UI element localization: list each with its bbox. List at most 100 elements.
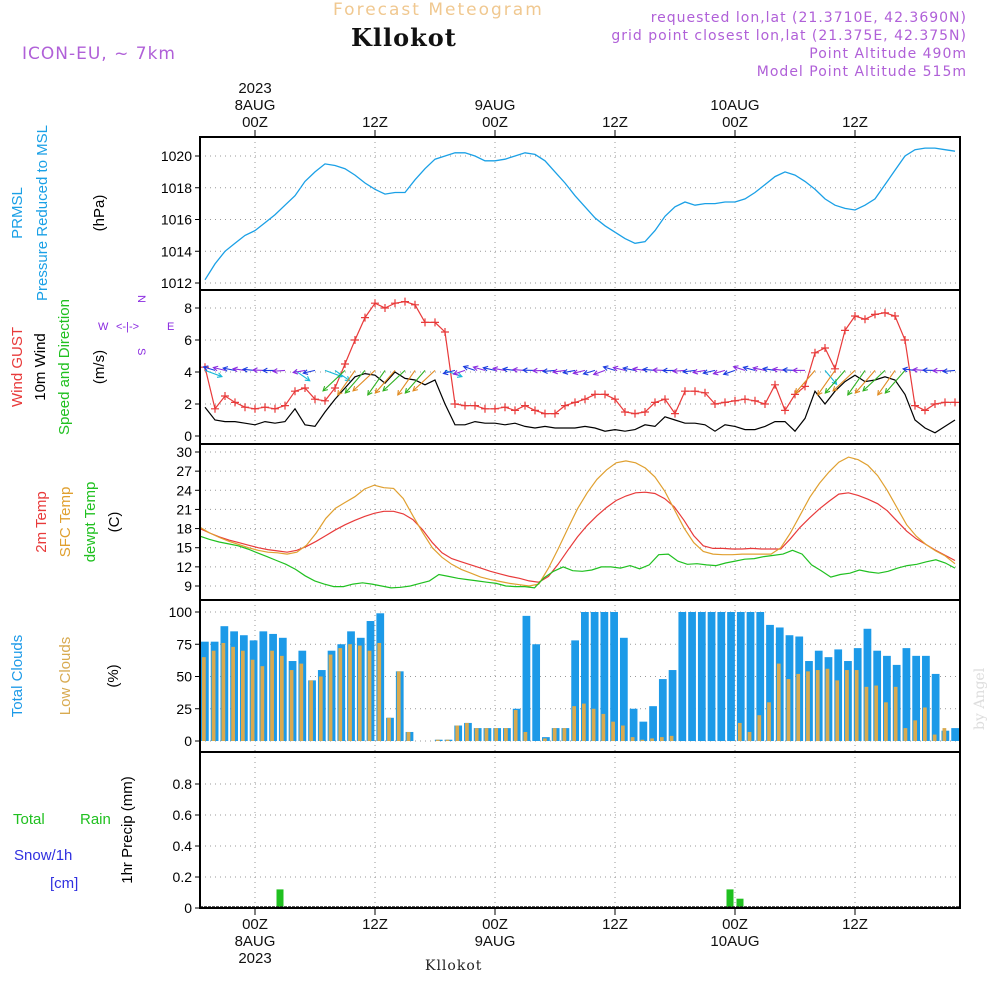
wind-arrow-head (817, 389, 823, 396)
temp-2m-label: 2m Temp (33, 491, 50, 552)
low-clouds-bar (913, 720, 918, 741)
pressure-label-long: Pressure Reduced to MSL (34, 125, 51, 301)
wind-10m-label: 10m Wind (32, 333, 49, 401)
y-tick-label: 24 (176, 482, 192, 498)
wind-direction-arrow (322, 369, 346, 392)
time-axis-label-bottom: 12Z (842, 916, 868, 933)
low-clouds-bar (572, 706, 576, 741)
total-clouds-bar (610, 612, 618, 741)
wind-arrow-head (612, 365, 619, 372)
gust-marker (901, 336, 909, 344)
wind-arrow-head (302, 369, 309, 375)
time-axis-label-top: 12Z (602, 114, 628, 131)
wind-direction-arrow (443, 369, 456, 375)
total-clouds-bar (902, 648, 911, 741)
gust-marker (721, 398, 729, 407)
wind-direction-arrow (593, 369, 606, 376)
wind-arrow-head (762, 366, 769, 373)
wind-arrow-head (631, 366, 638, 373)
low-clouds-bar (815, 670, 820, 741)
wind-direction-arrow (672, 369, 686, 372)
gust-marker (441, 328, 449, 336)
gust-marker (791, 390, 799, 399)
low-clouds-bar (338, 648, 343, 741)
wind-arrow-head (911, 366, 918, 373)
wind-direction-arrow (623, 367, 636, 371)
wind-arrow-head (931, 367, 938, 374)
precip-snow-label: Snow/1h (14, 847, 72, 864)
compass-west: W (98, 321, 109, 333)
wind-gust-label: Wind GUST (9, 327, 26, 407)
gust-marker (691, 387, 699, 396)
gust-marker (761, 400, 769, 408)
gust-marker (831, 364, 839, 373)
gust-marker (751, 396, 759, 405)
wind-arrow-head (771, 366, 778, 373)
gust-marker (381, 304, 389, 312)
gust-marker (461, 401, 469, 410)
gust-marker (211, 404, 219, 413)
wind-direction-arrow (344, 370, 366, 394)
gust-marker (331, 384, 339, 392)
gust-marker (681, 387, 689, 396)
wind-arrow-head (732, 365, 739, 371)
compass-north: N (135, 295, 147, 303)
gust-marker (591, 390, 599, 399)
wind-direction-arrow (382, 369, 406, 392)
y-tick-label: 0.6 (173, 807, 193, 823)
gust-marker (451, 400, 459, 408)
pressure-unit: (hPa) (91, 195, 108, 232)
precip-total-label: Total (13, 811, 45, 828)
gust-marker (611, 395, 619, 404)
low-clouds-bar (903, 728, 908, 741)
gust-marker (481, 404, 489, 413)
wind-direction-arrow (204, 369, 223, 378)
wind-arrow-head (452, 370, 459, 376)
gust-marker (251, 404, 259, 413)
wind-direction-arrow (483, 367, 496, 371)
low-clouds-label: Low Clouds (57, 637, 74, 715)
total-clouds-bar (639, 721, 648, 741)
wind-arrow-head (531, 367, 538, 374)
gust-marker (551, 409, 559, 418)
gust-marker (291, 387, 299, 396)
wind-gust-line (204, 300, 955, 415)
time-axis-label-bottom: 00Z (242, 916, 268, 933)
y-tick-label: 8 (184, 300, 192, 316)
gust-marker (701, 388, 709, 397)
time-axis-label-bottom: 8AUG (235, 933, 276, 950)
total-clouds-bar (912, 655, 921, 741)
low-clouds-bar (299, 663, 304, 741)
wind-direction-arrow (334, 369, 351, 382)
gust-marker (561, 401, 569, 410)
low-clouds-bar (874, 685, 879, 741)
gust-marker (301, 384, 309, 392)
low-clouds-bar (494, 728, 499, 741)
gust-marker (351, 336, 359, 344)
low-clouds-bar (348, 644, 352, 741)
wind-direction-arrow (763, 367, 776, 371)
time-axis-label-bottom: 9AUG (475, 933, 516, 950)
wind-arrow-head (251, 367, 258, 374)
low-clouds-bar (562, 728, 567, 741)
y-tick-label: 15 (176, 540, 192, 556)
wind-arrow-head (884, 388, 891, 394)
wind-direction-arrow (397, 370, 416, 396)
gust-marker (621, 408, 629, 416)
low-clouds-bar (650, 738, 654, 741)
gust-marker (841, 326, 849, 335)
time-axis-label-bottom: 00Z (482, 916, 508, 933)
low-clouds-bar (757, 715, 762, 741)
wind-arrow-head (442, 369, 449, 376)
wind-direction-arrow (404, 370, 426, 394)
wind-direction-arrow (367, 370, 386, 396)
wind-arrow-head (692, 368, 699, 375)
low-clouds-bar (893, 686, 898, 741)
wind-arrow-head (472, 365, 479, 371)
low-clouds-bar (455, 725, 460, 741)
wind-direction-arrow (573, 369, 586, 374)
low-clouds-bar (884, 702, 888, 741)
total-clouds-bar (522, 615, 531, 741)
gust-marker (411, 300, 419, 309)
y-tick-label: 0.2 (173, 869, 193, 885)
